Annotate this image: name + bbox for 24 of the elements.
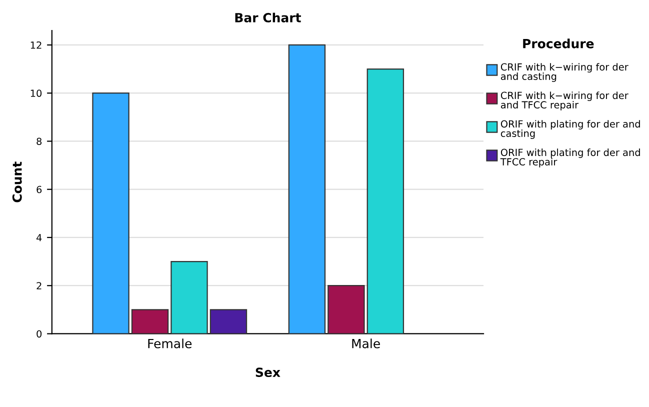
bar: [92, 92, 130, 334]
x-axis-title: Sex: [256, 368, 280, 378]
legend-label: CRIF with k−wiring for der and casting: [500, 63, 628, 82]
y-tick-label: 10: [30, 90, 42, 97]
y-tick-label: 8: [36, 138, 42, 146]
bar: [366, 68, 404, 334]
legend-label: ORIF with plating for der and casting: [500, 120, 640, 139]
chart-title: Bar Chart: [235, 12, 301, 22]
bar: [170, 260, 208, 334]
y-tick-label: 6: [36, 186, 42, 194]
y-tick-label: 2: [36, 282, 42, 290]
x-tick-label: Male: [352, 338, 380, 348]
bar: [328, 285, 365, 334]
x-tick-label: Female: [148, 338, 192, 348]
bar: [131, 309, 169, 334]
bar: [210, 309, 248, 334]
y-tick-label: 0: [36, 330, 42, 338]
legend-title: Procedure: [523, 38, 594, 48]
y-tick-label: 12: [30, 41, 42, 49]
y-axis-title: Count: [12, 162, 22, 202]
y-tick-label: 4: [36, 234, 42, 242]
legend-label: ORIF with plating for der and TFCC repair: [500, 148, 640, 168]
bar: [288, 44, 326, 334]
legend-label: CRIF with k−wiring for der and TFCC repair: [500, 92, 628, 110]
